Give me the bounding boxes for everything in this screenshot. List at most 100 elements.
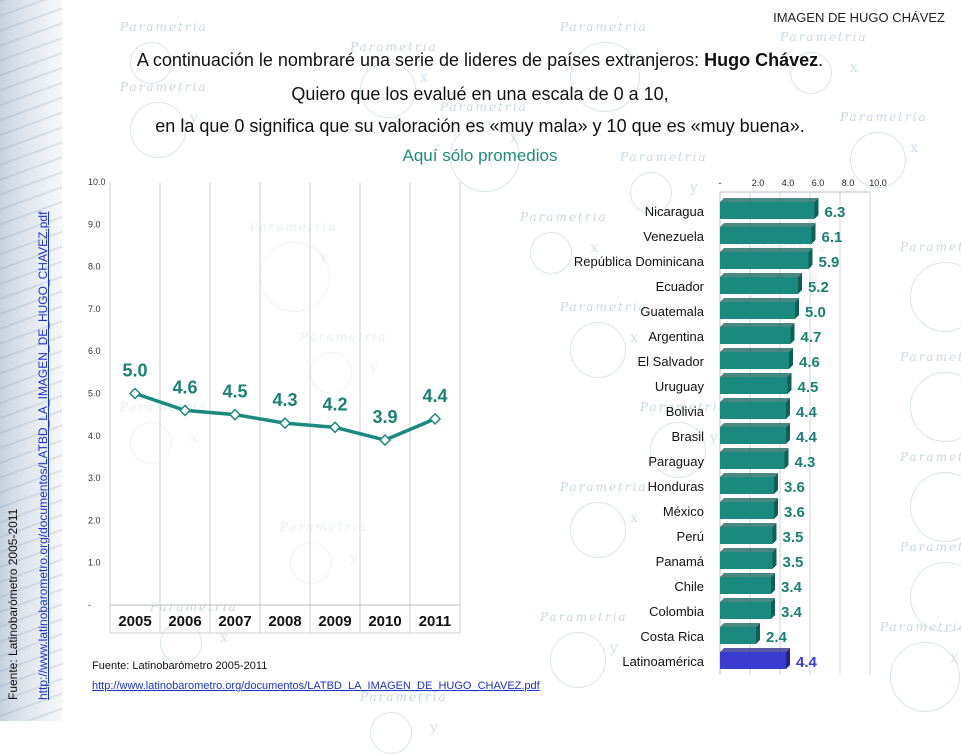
watermark-text: Parametria: [120, 80, 208, 94]
bar-data-label: 6.3: [825, 204, 846, 221]
bar-top-face: [720, 398, 790, 402]
watermark-text: Parametria: [350, 40, 438, 54]
bar-x-tick-label: 8.0: [842, 178, 855, 188]
bar-value-bar: [720, 552, 773, 569]
line-y-tick-label: 10.0: [88, 177, 106, 187]
bar-data-label: 4.4: [796, 429, 818, 446]
bar-data-label: 3.5: [783, 529, 804, 546]
watermark-text: Parametria: [560, 20, 648, 34]
bar-category-label: Bolivia: [666, 404, 705, 419]
watermark-text: Parametria: [900, 240, 961, 254]
watermark-glyph: y: [610, 640, 618, 656]
watermark-text: Parametria: [440, 100, 528, 114]
watermark-text: Parametria: [880, 620, 961, 634]
bar-category-label: Argentina: [648, 329, 704, 344]
line-x-tick-label: 2008: [268, 613, 301, 630]
bar-side-face: [786, 398, 790, 419]
line-data-point: [178, 404, 192, 417]
bar-top-face: [720, 248, 813, 252]
watermark-glyph: x: [220, 630, 228, 646]
bar-x-tick-label: 2.0: [752, 178, 765, 188]
bar-side-face: [756, 623, 760, 644]
bar-top-face: [720, 523, 777, 527]
bar-top-face: [720, 223, 816, 227]
watermark-glyph: y: [690, 180, 698, 196]
bar-top-face: [720, 373, 792, 377]
question-line-1-bold: Hugo Chávez: [704, 50, 819, 70]
bar-value-bar: [720, 202, 815, 219]
bar-top-face: [720, 423, 790, 427]
bar-side-face: [814, 198, 819, 219]
slide-tag: IMAGEN DE HUGO CHÁVEZ: [773, 10, 945, 25]
line-y-tick-label: -: [88, 600, 91, 610]
watermark-circle: [570, 322, 626, 378]
bar-category-label: Panamá: [656, 554, 705, 569]
bar-side-face: [811, 223, 816, 244]
watermark-text: Parametria: [120, 20, 208, 34]
line-y-tick-label: 7.0: [88, 304, 101, 314]
bar-value-bar: [720, 352, 789, 369]
bar-value-bar: [720, 502, 774, 519]
line-chart: - 1.0 2.0 3.0 4.0 5.0 6.0 7.0 8.0 9.0 10.0 2005 2006…: [88, 177, 461, 634]
bar-data-label: 4.4: [796, 404, 818, 421]
bottom-source-link[interactable]: http://www.latinobarometro.org/documento…: [92, 680, 540, 692]
line-data-label: 4.5: [222, 382, 247, 402]
bar-value-bar: [720, 377, 788, 394]
question-line-3: en la que 0 significa que su valoración …: [155, 116, 805, 136]
bar-category-label: Venezuela: [643, 229, 704, 244]
bar-value-bar: [720, 527, 773, 544]
watermark-text: Parametria: [900, 540, 961, 554]
bar-x-tick-label: -: [719, 178, 722, 188]
decorative-left-strip: [0, 0, 62, 721]
bar-value-bar: [720, 302, 795, 319]
watermark-glyph: y: [630, 50, 638, 66]
line-data-label: 4.4: [422, 386, 447, 406]
watermark-text: Parametria: [900, 450, 961, 464]
bar-value-bar: [720, 252, 809, 269]
bar-x-tick-label: 6.0: [812, 178, 825, 188]
question-line-1-post: .: [818, 50, 824, 70]
bar-value-bar: [720, 227, 812, 244]
bar-side-face: [772, 523, 777, 544]
bar-side-face: [774, 498, 778, 519]
watermark-glyph: x: [590, 240, 598, 256]
bar-value-bar: [720, 627, 756, 644]
bar-category-label: Costa Rica: [640, 629, 704, 644]
line-x-tick-label: 2009: [318, 613, 351, 630]
watermark-circle: [890, 642, 960, 712]
line-data-label: 3.9: [372, 407, 397, 427]
bar-x-tick-label: 10.0: [869, 178, 887, 188]
watermark-circle: [450, 122, 520, 192]
bar-data-label: 3.4: [781, 579, 803, 596]
bar-top-face: [720, 648, 790, 652]
bar-side-face: [771, 598, 775, 619]
bar-data-label: 5.9: [819, 254, 840, 271]
watermark-glyph: x: [950, 650, 958, 666]
question-line-1-pre: A continuación le nombraré una serie de …: [136, 50, 705, 70]
vertical-source-link[interactable]: http://www.latinobarometro.org/documento…: [36, 211, 50, 700]
bar-value-bar: [720, 327, 791, 344]
bar-side-face: [772, 548, 777, 569]
watermark-circle: [130, 102, 186, 158]
bar-side-face: [798, 273, 802, 294]
watermark-text: Parametria: [540, 610, 628, 624]
bar-top-face: [720, 323, 795, 327]
watermark-circle: [550, 632, 606, 688]
watermark-glyph: y: [190, 110, 198, 126]
bar-category-label: Perú: [677, 529, 704, 544]
bar-x-tick-label: 4.0: [782, 178, 795, 188]
bar-side-face: [784, 448, 789, 469]
bar-data-label: 3.4: [781, 604, 803, 621]
line-data-point: [228, 408, 242, 421]
line-data-point: [278, 417, 292, 430]
bar-value-bar: [720, 402, 786, 419]
line-data-label: 4.2: [322, 394, 347, 414]
line-data-point: [328, 421, 342, 434]
bar-category-label: Honduras: [648, 479, 705, 494]
bar-top-face: [720, 298, 799, 302]
watermark-text: Parametria: [620, 150, 708, 164]
line-y-tick-label: 3.0: [88, 473, 101, 483]
watermark-text: Parametria: [900, 350, 961, 364]
bar-top-face: [720, 198, 819, 202]
watermark-text: Parametria: [520, 210, 608, 224]
